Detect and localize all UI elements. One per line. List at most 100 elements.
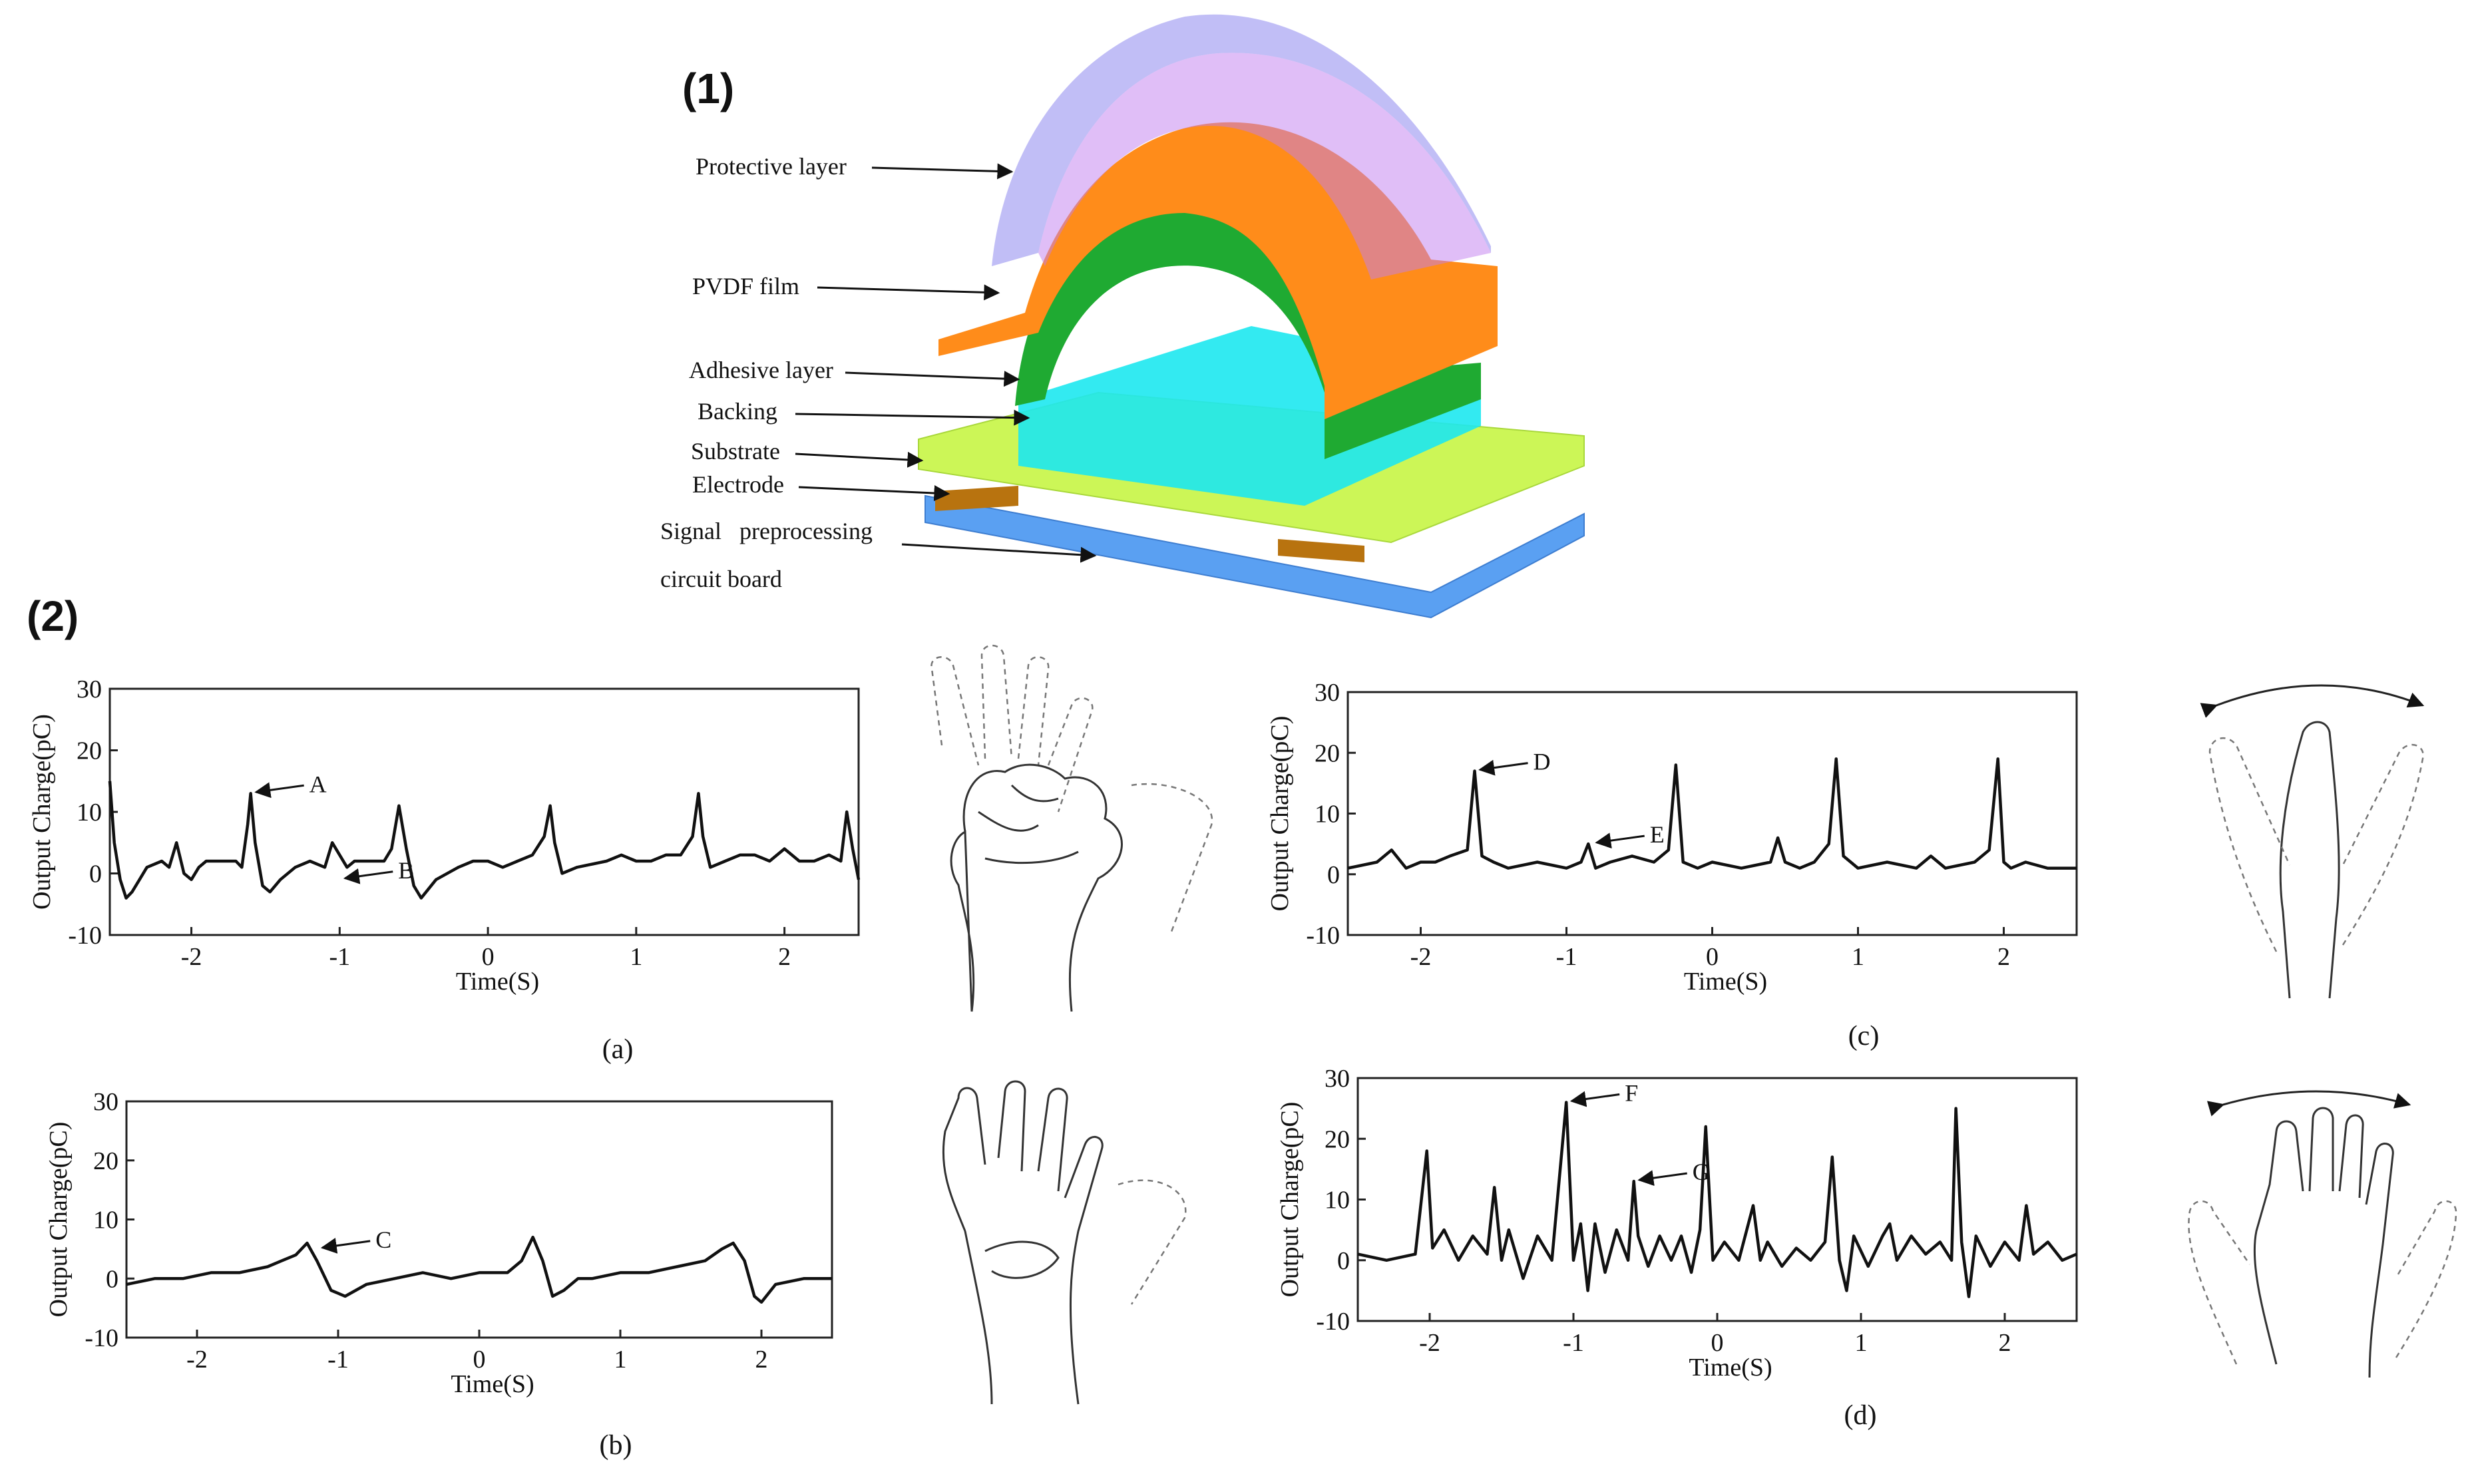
x-tick-label: -1 (327, 1346, 349, 1374)
y-tick-label: 30 (1325, 1065, 1350, 1093)
swing-arrow-2 (2206, 1090, 2411, 1117)
x-tick-label: -2 (1410, 943, 1432, 971)
label-signal-preprocessing: Signal preprocessing (660, 518, 873, 544)
annotation-label: G (1693, 1159, 1710, 1185)
hand-fist-illustration (930, 644, 1213, 1012)
y-tick-label: 20 (1325, 1125, 1350, 1153)
arrow-pvdf-film (817, 284, 1000, 301)
annotation-arrow (343, 868, 393, 884)
x-axis-title: Time(S) (1684, 968, 1767, 996)
y-tick-label: -10 (68, 922, 102, 950)
arrow-adhesive-layer (845, 371, 1020, 387)
label-substrate: Substrate (691, 438, 780, 464)
x-tick-label: -1 (1563, 1329, 1584, 1357)
x-tick-label: 1 (1852, 943, 1864, 971)
annotation-label: F (1625, 1080, 1638, 1107)
x-axis-title: Time(S) (456, 968, 539, 996)
annotation-arrow (1478, 759, 1528, 776)
y-tick-label: 10 (77, 799, 102, 827)
subfigure-caption: (a) (602, 1034, 634, 1065)
annotation-arrow (1637, 1170, 1687, 1187)
x-tick-label: 1 (614, 1346, 627, 1374)
signal-series (126, 1235, 832, 1304)
y-tick-label: 30 (77, 675, 102, 703)
annotation-label: B (398, 857, 414, 884)
x-tick-label: -1 (1556, 943, 1577, 971)
y-tick-label: 0 (1327, 861, 1340, 889)
label-electrode: Electrode (692, 471, 784, 498)
x-tick-label: 2 (1999, 1329, 2011, 1357)
annotation-label: D (1534, 749, 1551, 775)
hand-wave-illustration (2188, 1090, 2457, 1378)
hand-wrist-tilt-illustration (2200, 684, 2425, 999)
plot-frame (1346, 691, 2078, 936)
x-tick-label: 0 (1706, 943, 1719, 971)
x-tick-label: 2 (755, 1346, 768, 1374)
arrow-substrate (795, 451, 924, 468)
x-tick-label: 0 (482, 943, 495, 971)
label-adhesive-layer: Adhesive layer (689, 357, 833, 383)
signal-series (1357, 1101, 2077, 1298)
swing-arrow (2200, 684, 2425, 718)
x-tick-label: 2 (778, 943, 791, 971)
x-axis-title: Time(S) (1689, 1354, 1772, 1382)
subfigure-caption: (b) (600, 1430, 632, 1461)
hand-thumb-fold-illustration (942, 1080, 1187, 1405)
subfigure-caption: (d) (1844, 1400, 1877, 1431)
annotation-label: A (309, 771, 327, 797)
label-backing: Backing (698, 398, 777, 425)
x-tick-label: 1 (1855, 1329, 1868, 1357)
plot-frame (108, 687, 860, 936)
y-axis-title: Output Charge(pC) (28, 714, 56, 910)
arrow-backing (795, 409, 1030, 426)
x-tick-label: 2 (1997, 943, 2010, 971)
y-tick-label: -10 (1306, 922, 1340, 950)
label-protective-layer: Protective layer (696, 153, 847, 180)
annotation-arrow (1569, 1091, 1620, 1107)
y-tick-label: 30 (1315, 679, 1340, 707)
annotation-arrow (254, 782, 304, 799)
y-axis-title: Output Charge(pC) (1266, 716, 1294, 912)
y-tick-label: 10 (1325, 1187, 1350, 1214)
x-tick-label: 0 (1711, 1329, 1724, 1357)
y-tick-label: 20 (1315, 739, 1340, 767)
y-tick-label: 20 (77, 737, 102, 765)
y-tick-label: -10 (85, 1324, 118, 1352)
x-tick-label: -2 (186, 1346, 208, 1374)
x-tick-label: 1 (630, 943, 642, 971)
x-axis-title: Time(S) (451, 1370, 534, 1398)
y-tick-label: 10 (1315, 801, 1340, 829)
annotation-label: C (375, 1226, 391, 1253)
y-axis-title: Output Charge(pC) (1276, 1102, 1304, 1298)
y-tick-label: 0 (1337, 1247, 1350, 1275)
electrode-right (1278, 539, 1364, 562)
y-tick-label: -10 (1316, 1308, 1350, 1336)
plot-frame (125, 1100, 833, 1339)
y-tick-label: 0 (106, 1265, 118, 1293)
arrow-electrode (798, 485, 950, 502)
arrow-protective-layer (871, 163, 1014, 180)
layer-labels: Protective layer PVDF film Adhesive laye… (660, 153, 1097, 592)
part2-label: (2) (27, 592, 79, 640)
x-tick-label: 0 (473, 1346, 486, 1374)
x-tick-label: -1 (329, 943, 350, 971)
annotation-arrow (320, 1238, 371, 1254)
label-circuit-board: circuit board (660, 566, 782, 592)
x-tick-label: -2 (181, 943, 202, 971)
y-axis-title: Output Charge(pC) (45, 1122, 73, 1318)
y-tick-label: 30 (93, 1088, 118, 1116)
y-tick-label: 20 (93, 1147, 118, 1175)
annotation-label: E (1650, 821, 1665, 848)
y-tick-label: 10 (93, 1206, 118, 1234)
subfigure-caption: (c) (1848, 1021, 1880, 1051)
circuit-board-layer (925, 494, 1585, 619)
x-tick-label: -2 (1419, 1329, 1440, 1357)
y-tick-label: 0 (89, 860, 102, 888)
exploded-sensor-illustration (918, 14, 1585, 619)
label-pvdf-film: PVDF film (692, 273, 799, 299)
